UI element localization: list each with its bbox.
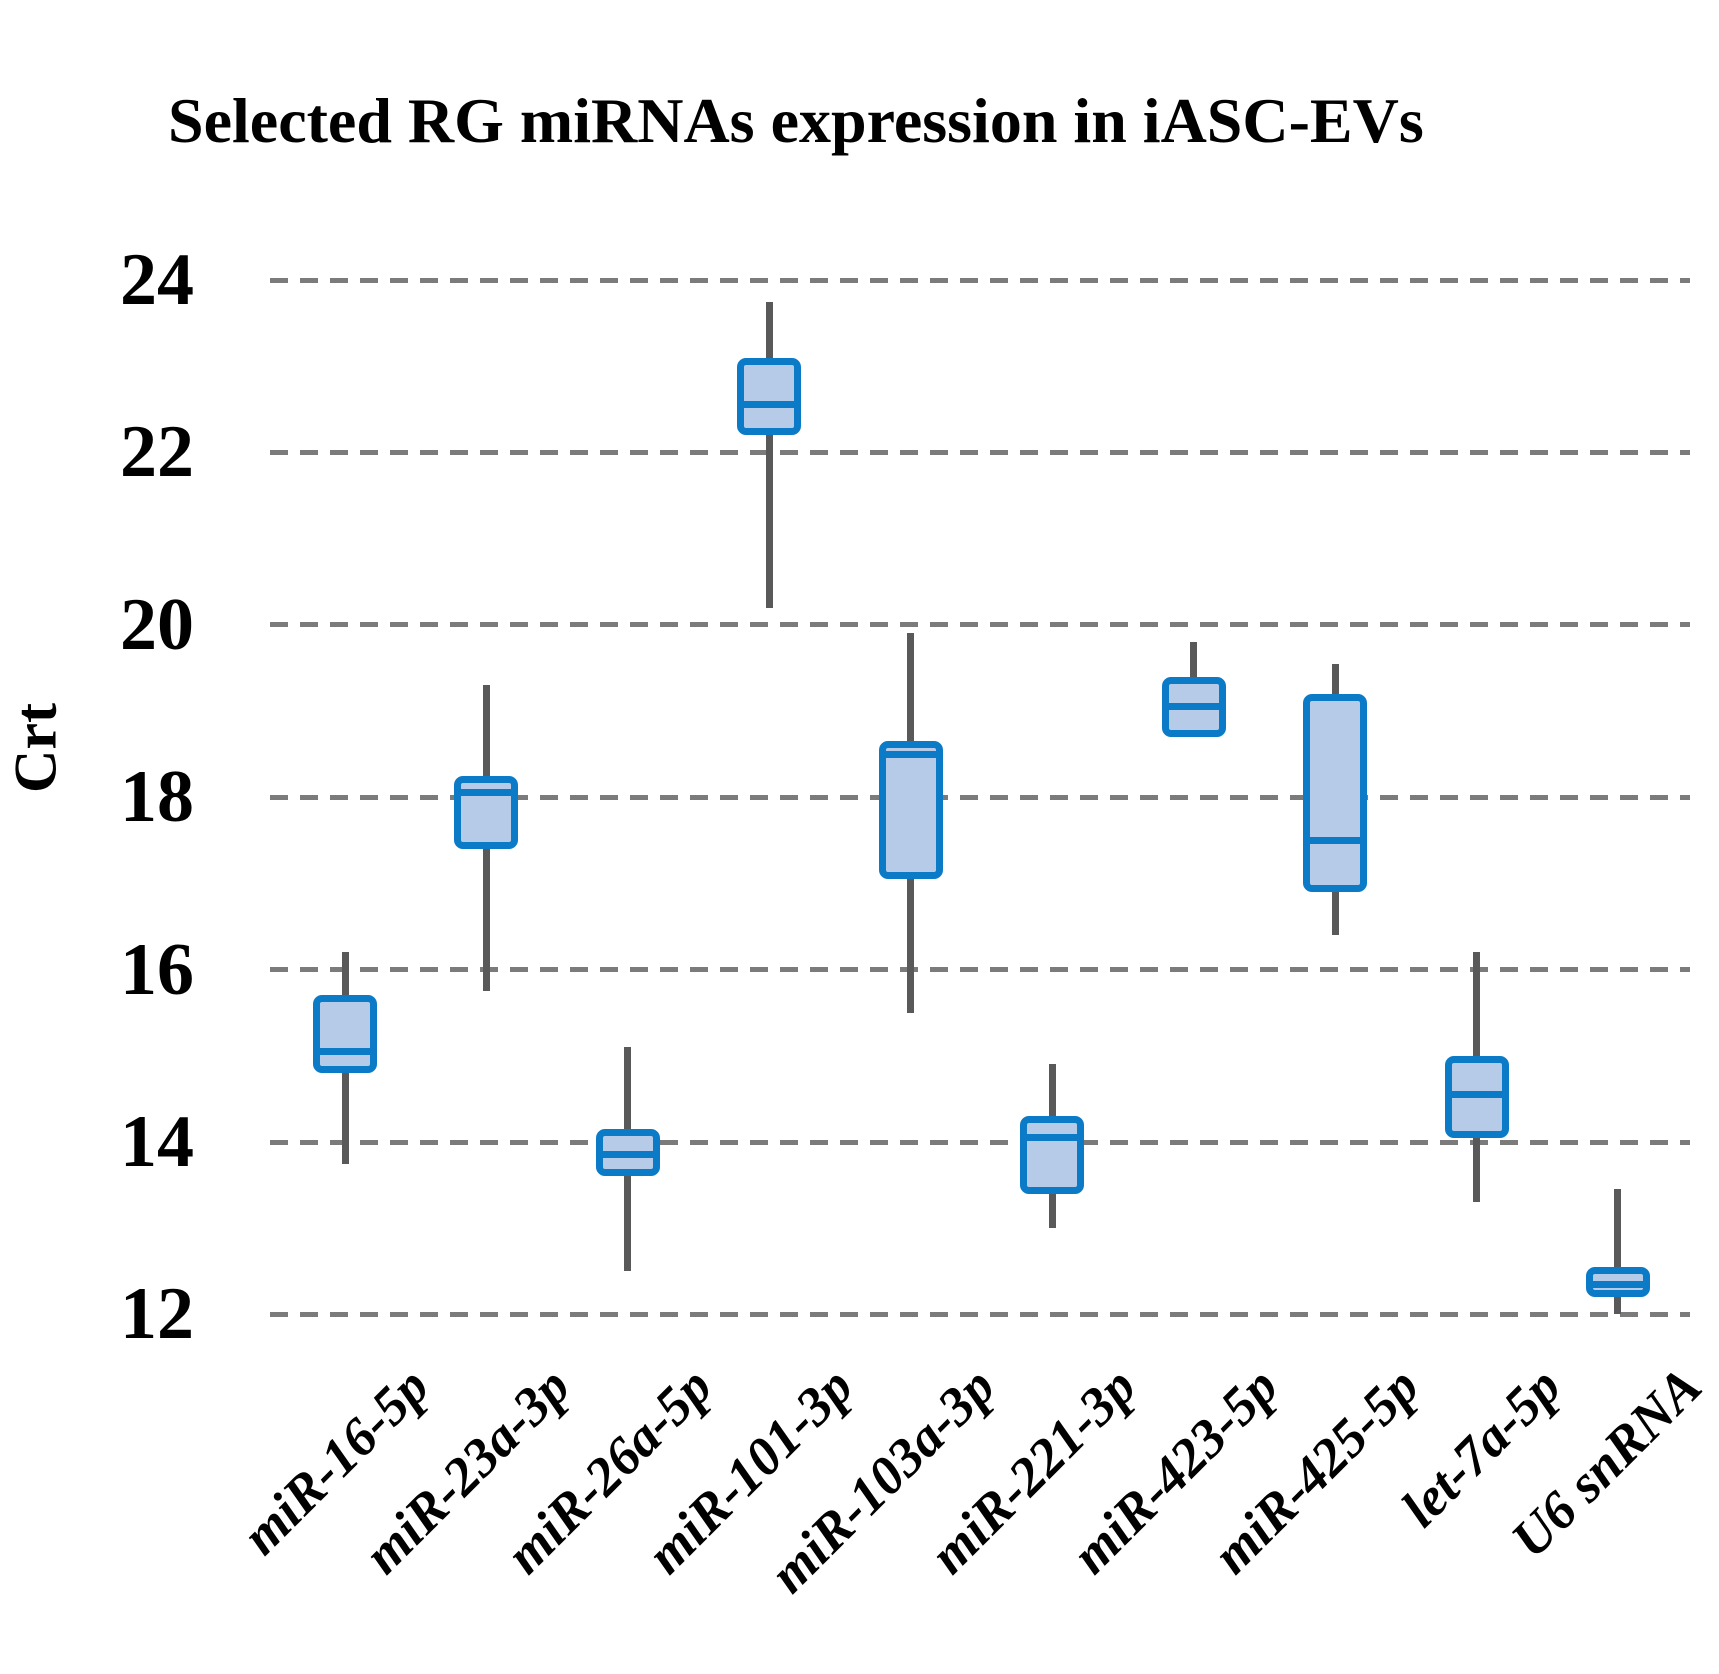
y-tick-label: 18 (120, 756, 194, 839)
gridline (270, 1139, 1690, 1145)
median-line (1161, 703, 1226, 711)
median-line (1585, 1280, 1650, 1288)
y-tick-label: 14 (120, 1101, 194, 1183)
y-tick-label: 12 (120, 1273, 194, 1356)
median-line (1020, 1134, 1085, 1142)
gridline (270, 622, 1690, 628)
median-line (878, 750, 943, 758)
y-tick-label: 16 (120, 928, 194, 1011)
whisker (765, 301, 773, 608)
whisker (1614, 1189, 1622, 1315)
box (737, 357, 802, 436)
y-tick-label: 22 (120, 411, 194, 494)
median-line (1303, 836, 1368, 844)
median-line (313, 1047, 377, 1055)
box (454, 775, 519, 849)
median-line (1444, 1091, 1509, 1099)
median-line (737, 401, 802, 409)
chart-title: Selected RG miRNAs expression in iASC-EV… (168, 85, 1424, 156)
gridline (270, 277, 1690, 283)
gridline (270, 967, 1690, 973)
gridline (270, 449, 1690, 455)
box (313, 995, 377, 1074)
y-tick-label: 24 (120, 239, 194, 321)
gridline (270, 1311, 1690, 1317)
gridline (270, 794, 1690, 800)
median-line (595, 1151, 660, 1159)
box (878, 741, 943, 880)
box (1020, 1116, 1085, 1194)
box (1303, 693, 1368, 892)
median-line (454, 789, 519, 797)
y-tick-label: 20 (120, 583, 194, 666)
